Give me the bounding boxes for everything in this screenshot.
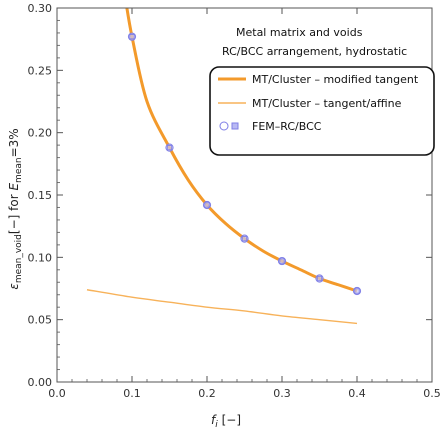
fem-data-point-square: [166, 144, 173, 151]
legend-entry-modified-tangent: MT/Cluster – modified tangent: [252, 73, 419, 86]
y-tick-label: 0.25: [28, 64, 53, 77]
y-tick-label: 0.10: [28, 251, 53, 264]
fem-data-point-square: [354, 288, 360, 294]
legend-swatch-fem-square: [231, 122, 239, 130]
y-axis-label-subscript-1: mean_void: [14, 234, 24, 283]
y-tick-labels: 0.00 0.05 0.10 0.15 0.20 0.25 0.30: [28, 2, 53, 389]
fem-data-point-square: [279, 258, 285, 264]
y-tick-label: 0.05: [28, 314, 53, 327]
y-axis-label-mid: [−] for: [7, 191, 21, 235]
fem-data-point-square: [129, 34, 135, 40]
y-tick-label: 0.00: [28, 376, 53, 389]
y-tick-label: 0.20: [28, 127, 53, 140]
legend: MT/Cluster – modified tangent MT/Cluster…: [209, 66, 435, 156]
plot-frame: [56, 7, 433, 383]
legend-swatch-fem-circle: [219, 121, 229, 131]
x-axis-label-unit: [−]: [222, 413, 241, 427]
x-tick-label: 0.5: [423, 387, 441, 400]
x-tick-label: 0.1: [123, 387, 141, 400]
x-tick-label: 0.3: [273, 387, 291, 400]
series-line-tangent-affine: [86, 289, 358, 325]
legend-entry-fem: FEM–RC/BCC: [252, 120, 322, 133]
legend-box: [209, 66, 435, 156]
series-line-modified-tangent: [125, 8, 358, 293]
legend-entry-tangent-affine: MT/Cluster – tangent/affine: [252, 97, 402, 110]
x-tick-label: 0.2: [198, 387, 216, 400]
y-axis-label-symbol: ε: [7, 283, 21, 290]
x-tick-labels: 0.0 0.1 0.2 0.3 0.4 0.5: [48, 387, 441, 400]
fem-data-point-square: [316, 275, 323, 282]
x-tick-label: 0.0: [48, 387, 66, 400]
fem-data-point-square: [241, 235, 248, 242]
y-axis-label-end: =3%: [7, 128, 21, 157]
x-axis-label: fi [−]: [211, 413, 241, 430]
fem-data-point-square: [204, 202, 210, 208]
series-layer: [86, 8, 362, 325]
x-tick-label: 0.4: [348, 387, 366, 400]
y-axis-label-E: E: [7, 183, 21, 191]
y-tick-label: 0.30: [28, 2, 53, 15]
annotation-line-1: Metal matrix and voids: [236, 26, 363, 39]
y-tick-label: 0.15: [28, 189, 53, 202]
x-axis-label-subscript: i: [215, 420, 218, 430]
y-axis-label: εmean_void[−] for Emean=3%: [7, 128, 24, 289]
y-axis-label-subscript-2: mean: [14, 157, 24, 183]
annotation-line-2: RC/BCC arrangement, hydrostatic: [222, 45, 407, 58]
x-axis-label-symbol: f: [211, 413, 217, 427]
